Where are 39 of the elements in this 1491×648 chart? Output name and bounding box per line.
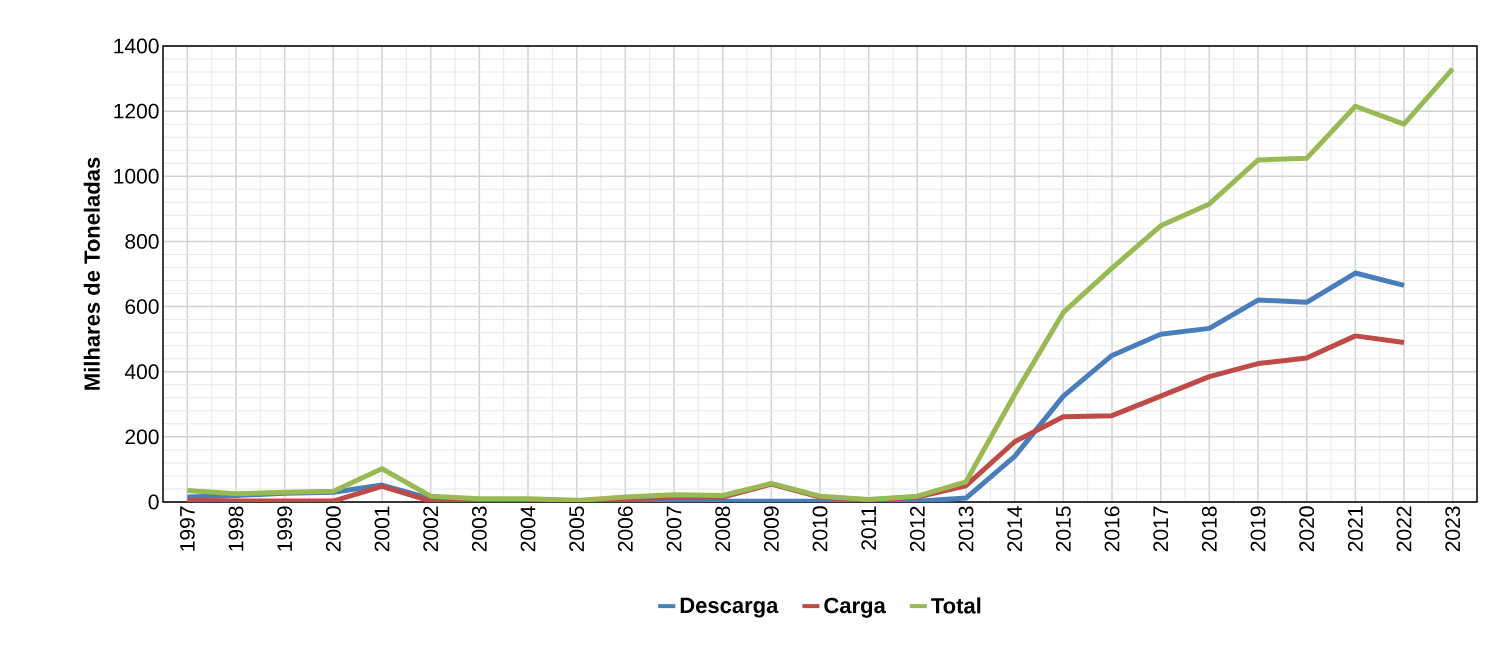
y-tick-label: 400 (124, 364, 159, 380)
x-tick-label: 2012 (909, 506, 925, 552)
x-tick-label: 2014 (1007, 506, 1023, 552)
x-tick-label: 2020 (1299, 506, 1315, 552)
x-tick-label: 2023 (1445, 506, 1461, 552)
x-tick-label: 2016 (1104, 506, 1120, 552)
x-tick-label: 2021 (1347, 506, 1363, 552)
y-tick-label: 200 (125, 429, 159, 445)
x-tick-label: 2007 (666, 506, 682, 552)
x-tick-label: 2003 (471, 506, 487, 552)
x-tick-label: 2018 (1201, 506, 1217, 552)
x-tick-label: 2006 (617, 506, 633, 552)
y-tick-label: 600 (125, 299, 159, 314)
x-tick-label: 2004 (520, 506, 536, 552)
x-tick-label: 2013 (958, 506, 974, 552)
y-tick-label: 1200 (114, 103, 159, 119)
x-tick-label: 2001 (374, 506, 390, 552)
x-tick-label: 2017 (1153, 506, 1169, 552)
y-tick-label: 1000 (114, 168, 159, 184)
x-tick-label: 2011 (861, 506, 877, 550)
x-tick-label: 1997 (179, 506, 195, 551)
x-tick-label: 2019 (1250, 506, 1266, 552)
y-tick-label: 1400 (114, 38, 159, 54)
legend-label: Descarga (680, 597, 779, 618)
x-tick-label: 1998 (228, 506, 244, 551)
x-tick-label: 2002 (423, 506, 439, 552)
x-tick-label: 2009 (763, 506, 779, 552)
legend-label: Carga (824, 597, 886, 618)
x-tick-label: 1999 (277, 506, 293, 551)
x-tick-label: 2015 (1055, 506, 1071, 552)
y-tick-label: 0 (148, 494, 159, 510)
x-tick-label: 2000 (325, 506, 341, 552)
x-tick-label: 2010 (812, 506, 828, 552)
legend-label: Total (931, 597, 981, 614)
y-tick-label: 800 (125, 233, 159, 249)
y-axis-title: Milhares de Toneladas (83, 157, 100, 390)
x-tick-label: 2005 (569, 506, 585, 552)
x-tick-label: 2008 (715, 506, 731, 552)
x-tick-label: 2022 (1396, 506, 1412, 552)
